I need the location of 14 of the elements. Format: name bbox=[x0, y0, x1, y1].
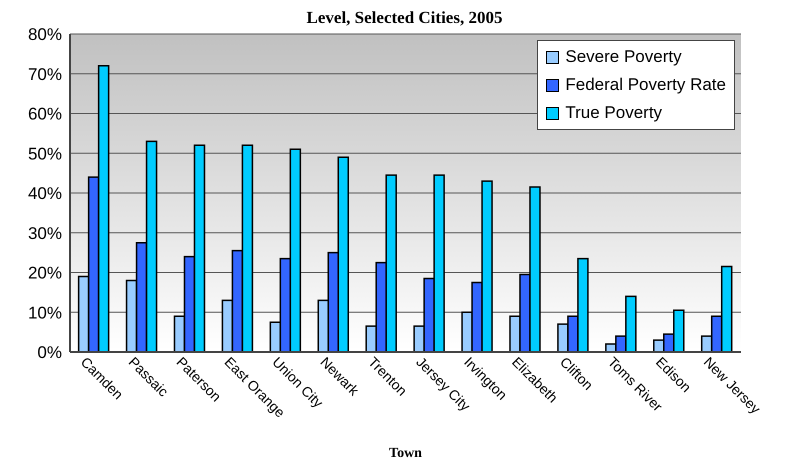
legend-label: Severe Poverty bbox=[565, 46, 682, 68]
y-tick-label: 60% bbox=[28, 104, 62, 124]
y-tick-label: 70% bbox=[28, 64, 62, 84]
y-tick-label: 50% bbox=[28, 144, 62, 164]
x-axis-title: Town bbox=[389, 446, 422, 461]
legend-label: Federal Poverty Rate bbox=[565, 74, 726, 96]
legend-label: True Poverty bbox=[565, 102, 662, 124]
chart-title: Level, Selected Cities, 2005 bbox=[306, 8, 502, 27]
y-tick-label: 10% bbox=[28, 303, 62, 322]
y-tick-label: 20% bbox=[28, 264, 62, 283]
y-tick-label: 30% bbox=[28, 224, 62, 243]
y-tick-label: 40% bbox=[28, 184, 62, 204]
y-tick-label: 80% bbox=[28, 25, 62, 44]
y-tick-label: 0% bbox=[37, 343, 62, 362]
